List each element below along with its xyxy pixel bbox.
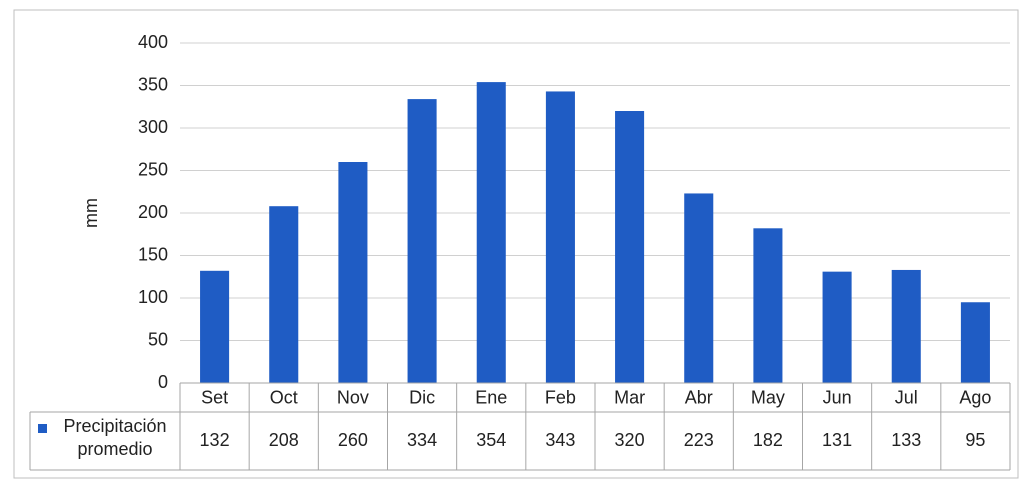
chart-frame bbox=[13, 9, 1019, 479]
y-tick-label: 0 bbox=[158, 372, 168, 392]
bar bbox=[891, 269, 921, 383]
y-tick-label: 50 bbox=[148, 329, 168, 349]
legend-box: Precipitación promedio bbox=[63, 416, 167, 459]
table-value: 343 bbox=[545, 430, 575, 450]
x-tick-label: Jun bbox=[823, 387, 852, 407]
bar bbox=[615, 111, 645, 383]
x-tick-label: Set bbox=[201, 387, 228, 407]
y-tick-label: 100 bbox=[138, 287, 168, 307]
table-value: 223 bbox=[684, 430, 714, 450]
bar bbox=[960, 302, 990, 383]
x-tick-label: Dic bbox=[409, 387, 435, 407]
table-value: 320 bbox=[615, 430, 645, 450]
bar bbox=[269, 206, 299, 383]
bar bbox=[753, 228, 783, 383]
x-tick-label: Feb bbox=[545, 387, 576, 407]
y-tick-label: 400 bbox=[138, 32, 168, 52]
x-tick-label: Oct bbox=[270, 387, 298, 407]
x-tick-label: Ago bbox=[959, 387, 991, 407]
x-tick-label: Jul bbox=[895, 387, 918, 407]
bar bbox=[200, 270, 230, 383]
bar bbox=[822, 271, 852, 383]
table-value: 133 bbox=[891, 430, 921, 450]
table-value: 334 bbox=[407, 430, 437, 450]
bar bbox=[545, 91, 575, 383]
table-value: 131 bbox=[822, 430, 852, 450]
y-tick-label: 200 bbox=[138, 202, 168, 222]
y-tick-label: 350 bbox=[138, 74, 168, 94]
legend-label: Precipitación promedio bbox=[63, 416, 167, 459]
table-value: 354 bbox=[476, 430, 506, 450]
x-tick-label: Nov bbox=[337, 387, 369, 407]
x-tick-label: Abr bbox=[685, 387, 713, 407]
bar bbox=[338, 162, 368, 383]
x-tick-label: Mar bbox=[614, 387, 645, 407]
bar bbox=[684, 193, 714, 383]
table-value: 132 bbox=[200, 430, 230, 450]
y-tick-label: 150 bbox=[138, 244, 168, 264]
legend-swatch bbox=[38, 424, 47, 433]
x-tick-label: Ene bbox=[475, 387, 507, 407]
table-value: 260 bbox=[338, 430, 368, 450]
y-axis-label: mm bbox=[81, 198, 101, 228]
x-tick-label: May bbox=[751, 387, 785, 407]
table-value: 182 bbox=[753, 430, 783, 450]
bar bbox=[476, 82, 506, 383]
table-value: 95 bbox=[965, 430, 985, 450]
bar bbox=[407, 99, 437, 383]
y-tick-label: 250 bbox=[138, 159, 168, 179]
table-value: 208 bbox=[269, 430, 299, 450]
y-tick-label: 300 bbox=[138, 117, 168, 137]
